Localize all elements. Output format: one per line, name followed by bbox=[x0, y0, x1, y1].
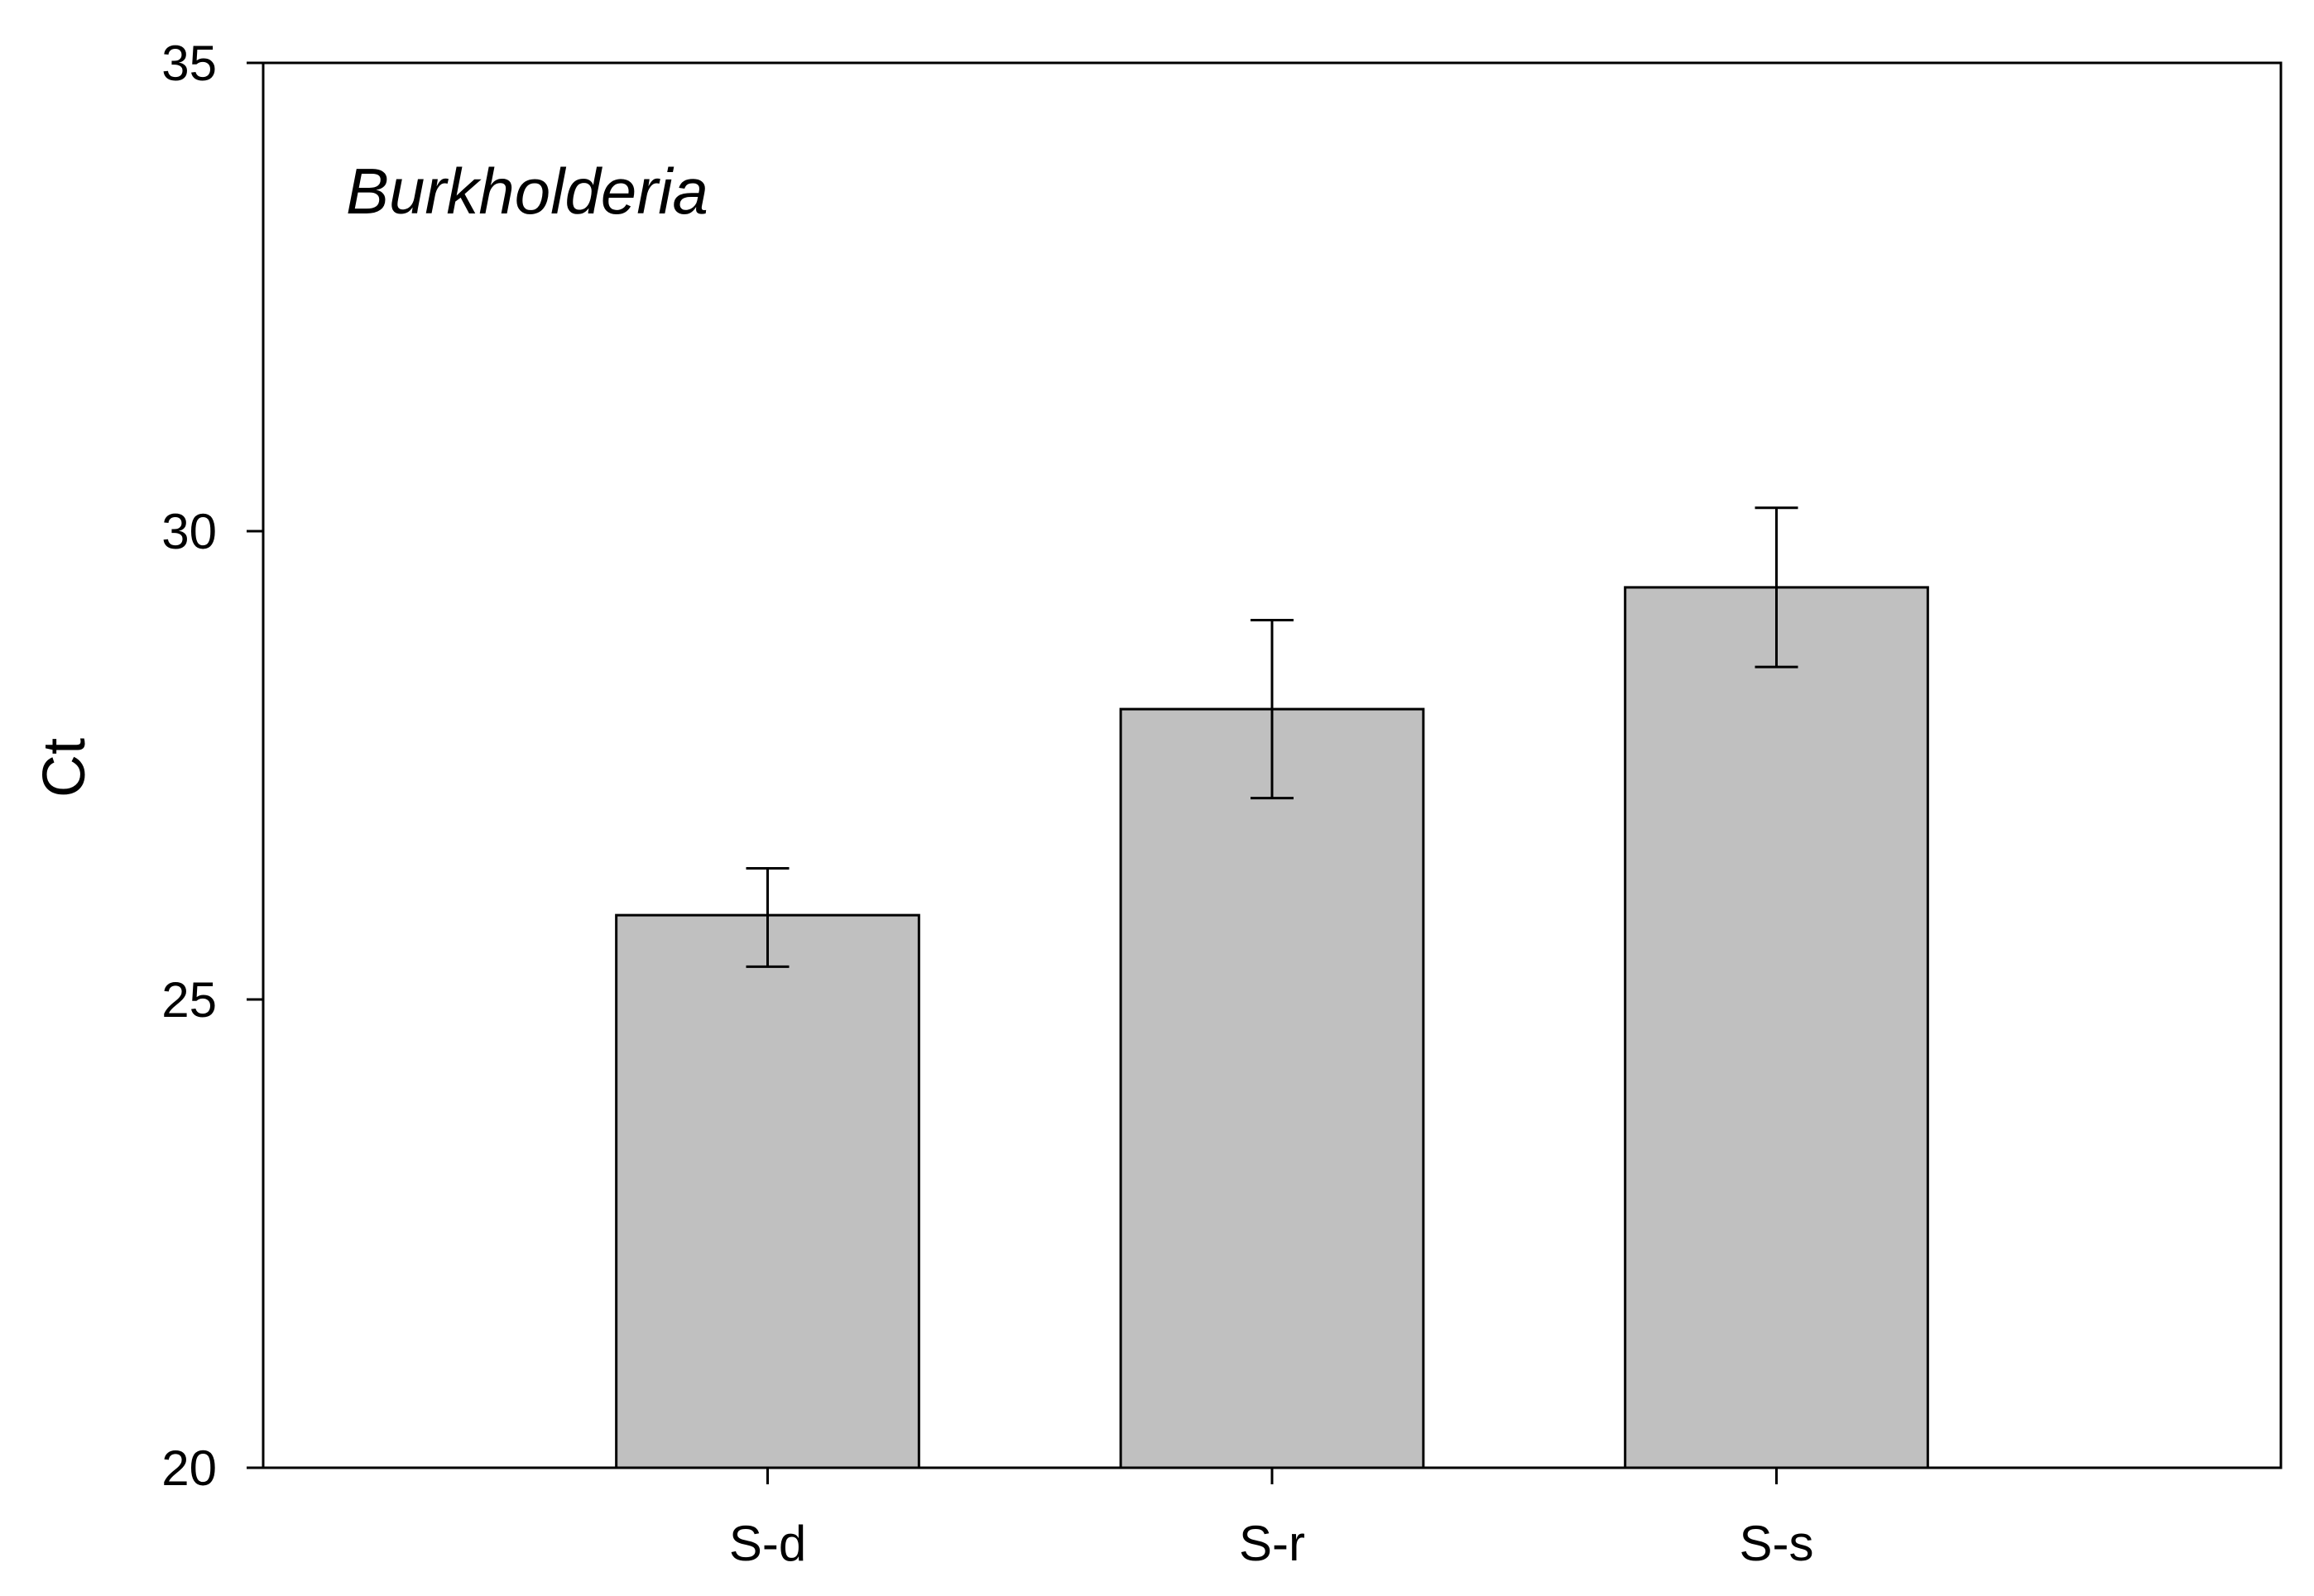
error-bars-layer bbox=[746, 506, 1798, 968]
x-axis: S-d S-r S-s bbox=[729, 1468, 1814, 1571]
y-tick-label-20: 20 bbox=[161, 1440, 217, 1496]
x-tick-label-S-r: S-r bbox=[1239, 1516, 1305, 1571]
bar-S-s bbox=[1624, 586, 1929, 1469]
x-tick-label-S-d: S-d bbox=[729, 1516, 806, 1571]
x-tick-label-S-s: S-s bbox=[1740, 1516, 1814, 1571]
chart-title: Burkholderia bbox=[346, 155, 708, 228]
y-tick-label-30: 30 bbox=[161, 504, 217, 559]
y-tick-label-25: 25 bbox=[161, 972, 217, 1028]
bar-S-d bbox=[615, 913, 920, 1469]
bar-S-r bbox=[1119, 707, 1425, 1469]
y-tick-label-35: 35 bbox=[161, 36, 217, 91]
y-axis: 20 25 30 35 bbox=[161, 36, 263, 1496]
y-axis-label: Ct bbox=[31, 738, 98, 798]
